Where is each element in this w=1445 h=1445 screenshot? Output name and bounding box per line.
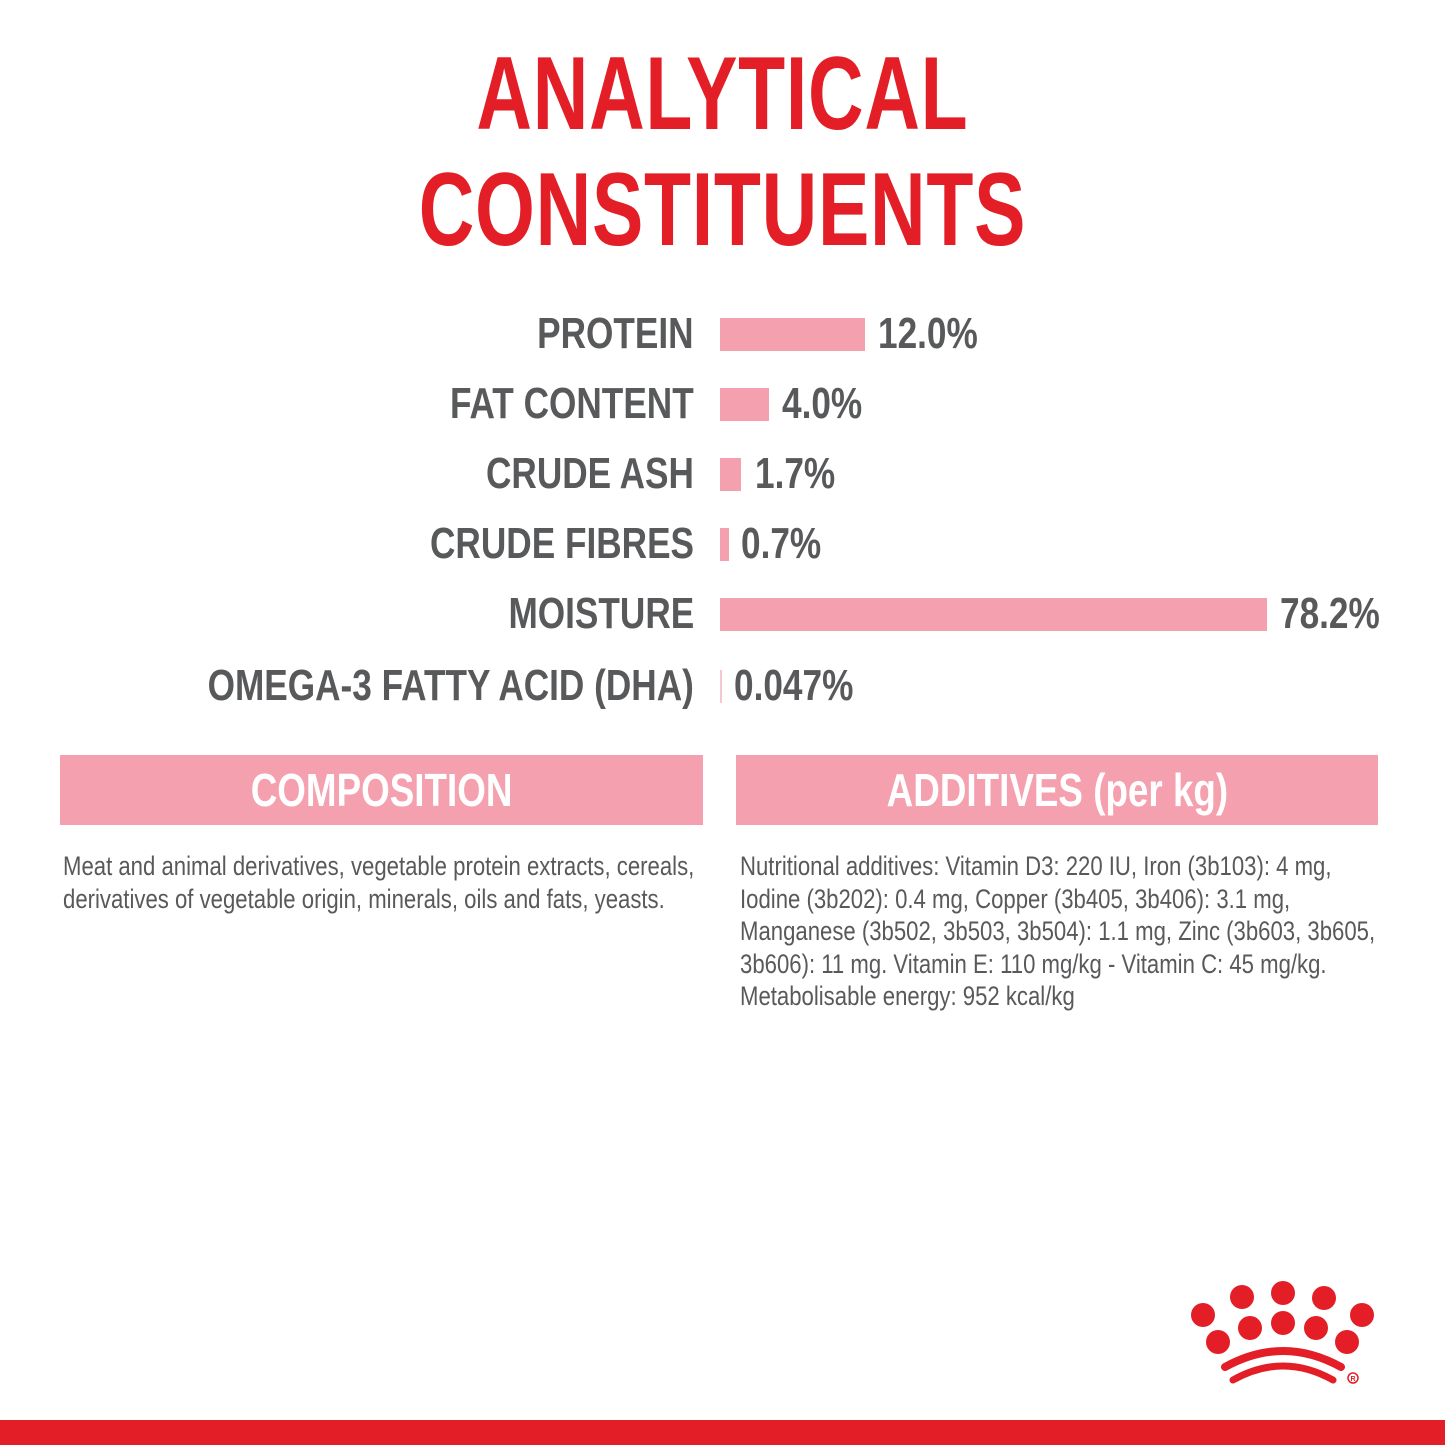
value-text: 12.0% [878, 309, 978, 358]
constituent-bar-dha [720, 670, 722, 703]
composition-text-content: Meat and animal derivatives, vegetable p… [63, 851, 695, 914]
label-text: MOISTURE [508, 589, 694, 638]
title-line-1: ANALYTICAL [0, 42, 1445, 146]
constituent-bar-fibres [720, 528, 729, 561]
additives-text-content: Nutritional additives: Vitamin D3: 220 I… [740, 851, 1376, 1011]
additives-text: Nutritional additives: Vitamin D3: 220 I… [740, 850, 1375, 1013]
title-line-2: CONSTITUENTS [0, 158, 1445, 262]
constituent-value: 4.0% [782, 382, 882, 426]
value-text: 1.7% [755, 449, 836, 498]
value-text: 4.0% [782, 379, 863, 428]
value-text: 78.2% [1280, 589, 1380, 638]
page-title-part-2: CONSTITUENTS [418, 152, 1027, 268]
constituent-label: FAT CONTENT [389, 382, 694, 426]
label-text: OMEGA-3 FATTY ACID (DHA) [207, 661, 694, 710]
constituent-label: OMEGA-3 FATTY ACID (DHA) [86, 664, 694, 708]
constituent-bar-fat [720, 388, 769, 421]
composition-text: Meat and animal derivatives, vegetable p… [63, 850, 698, 915]
label-text: FAT CONTENT [450, 379, 694, 428]
additives-heading-text: ADDITIVES (per kg) [886, 764, 1228, 816]
crown-logo-icon: R [1191, 1281, 1374, 1384]
constituent-value: 1.7% [755, 452, 855, 496]
constituent-label: PROTEIN [498, 312, 694, 356]
brand-footer-bar [0, 1420, 1445, 1445]
constituent-label: CRUDE ASH [434, 452, 694, 496]
label-text: PROTEIN [537, 309, 694, 358]
label-text: CRUDE ASH [486, 449, 694, 498]
constituent-bar-ash [720, 458, 741, 491]
value-text: 0.047% [734, 661, 854, 710]
constituent-value: 0.047% [734, 664, 883, 708]
constituent-label: CRUDE FIBRES [364, 522, 694, 566]
constituent-bar-moisture [720, 598, 1267, 631]
composition-heading-text: COMPOSITION [250, 764, 513, 816]
constituent-value: 12.0% [878, 312, 1003, 356]
additives-heading: ADDITIVES (per kg) [736, 755, 1378, 825]
constituent-bar-protein [720, 318, 865, 351]
composition-heading: COMPOSITION [60, 755, 703, 825]
value-text: 0.7% [741, 519, 822, 568]
constituent-label: MOISTURE [462, 592, 694, 636]
constituent-value: 78.2% [1280, 592, 1405, 636]
label-text: CRUDE FIBRES [429, 519, 694, 568]
svg-text:R: R [1350, 1376, 1355, 1383]
constituent-value: 0.7% [741, 522, 841, 566]
page-title-part-1: ANALYTICAL [476, 36, 969, 152]
